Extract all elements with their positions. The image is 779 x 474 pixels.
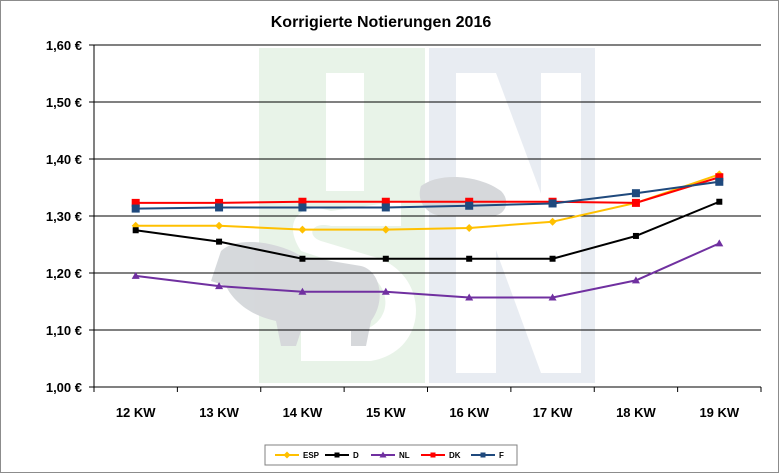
data-point bbox=[548, 293, 557, 301]
x-tick-label: 17 KW bbox=[533, 405, 573, 420]
series-line bbox=[135, 173, 720, 231]
data-point bbox=[430, 452, 436, 458]
series-nl bbox=[131, 239, 724, 301]
data-point bbox=[548, 217, 557, 226]
x-axis-tick-labels: 12 KW 13 KW 14 KW 15 KW 16 KW 17 KW 18 KW 19 KW bbox=[116, 405, 740, 420]
data-point bbox=[215, 221, 224, 230]
y-axis-tick-labels: 1,00 € 1,10 € 1,20 € 1,30 € 1,40 € 1,50 € 1,60… bbox=[46, 38, 82, 395]
legend: ESP D NL DK F bbox=[264, 444, 518, 466]
data-point bbox=[480, 452, 486, 458]
grid-lines bbox=[89, 44, 761, 388]
data-point bbox=[298, 287, 307, 295]
data-point bbox=[631, 276, 640, 284]
y-tick-label: 1,60 € bbox=[46, 38, 82, 53]
x-tick-label: 12 KW bbox=[116, 405, 156, 420]
data-point bbox=[131, 204, 140, 213]
y-tick-label: 1,00 € bbox=[46, 380, 82, 395]
data-point bbox=[381, 287, 390, 295]
y-tick-label: 1,20 € bbox=[46, 266, 82, 281]
data-point bbox=[215, 198, 224, 207]
data-point bbox=[283, 451, 291, 459]
legend-item-d: D bbox=[325, 451, 359, 460]
data-point bbox=[382, 255, 389, 262]
x-tick-label: 16 KW bbox=[449, 405, 489, 420]
x-tick-label: 19 KW bbox=[699, 405, 739, 420]
data-point bbox=[381, 203, 390, 212]
data-point bbox=[716, 198, 723, 205]
x-tick-label: 14 KW bbox=[283, 405, 323, 420]
legend-label: ESP bbox=[303, 451, 320, 460]
series-line bbox=[135, 180, 720, 210]
data-point bbox=[132, 227, 139, 234]
data-point bbox=[381, 197, 390, 206]
series-d bbox=[132, 198, 723, 262]
x-tick-label: 18 KW bbox=[616, 405, 656, 420]
legend-item-esp: ESP bbox=[275, 451, 320, 460]
data-point bbox=[334, 452, 340, 458]
legend-label: NL bbox=[399, 451, 410, 460]
data-point bbox=[298, 197, 307, 206]
y-tick-label: 1,40 € bbox=[46, 152, 82, 167]
data-point bbox=[215, 282, 224, 290]
data-point bbox=[465, 293, 474, 301]
legend-item-f: F bbox=[471, 451, 504, 460]
series-line bbox=[135, 200, 720, 260]
legend-label: DK bbox=[449, 451, 461, 460]
data-point bbox=[632, 232, 639, 239]
data-point bbox=[465, 201, 474, 210]
data-point bbox=[131, 198, 140, 207]
data-point bbox=[216, 238, 223, 245]
legend-item-nl: NL bbox=[371, 451, 410, 460]
data-point bbox=[131, 271, 140, 279]
series-f bbox=[131, 177, 724, 213]
data-point bbox=[466, 255, 473, 262]
legend-label: F bbox=[499, 451, 504, 460]
data-point bbox=[549, 255, 556, 262]
x-tick-label: 13 KW bbox=[199, 405, 239, 420]
y-tick-label: 1,50 € bbox=[46, 95, 82, 110]
legend-item-dk: DK bbox=[421, 451, 461, 460]
data-point bbox=[381, 225, 390, 234]
series-line bbox=[135, 242, 720, 299]
series-layer bbox=[131, 170, 724, 301]
y-tick-label: 1,30 € bbox=[46, 209, 82, 224]
data-point bbox=[379, 451, 387, 458]
data-point bbox=[631, 189, 640, 198]
legend-label: D bbox=[353, 451, 359, 460]
data-point bbox=[215, 203, 224, 212]
data-point bbox=[715, 173, 724, 182]
series-line bbox=[135, 176, 720, 204]
data-point bbox=[298, 225, 307, 234]
y-tick-label: 1,10 € bbox=[46, 323, 82, 338]
data-point bbox=[298, 203, 307, 212]
axes bbox=[93, 45, 762, 392]
chart-title: Korrigierte Notierungen 2016 bbox=[271, 14, 492, 31]
x-tick-label: 15 KW bbox=[366, 405, 406, 420]
data-point bbox=[465, 223, 474, 232]
data-point bbox=[299, 255, 306, 262]
data-point bbox=[548, 199, 557, 208]
data-point bbox=[631, 198, 640, 207]
data-point bbox=[715, 177, 724, 186]
data-point bbox=[715, 239, 724, 247]
